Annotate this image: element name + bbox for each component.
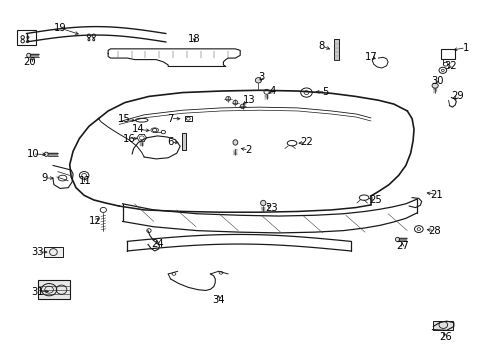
Text: 12: 12 (89, 216, 101, 226)
Text: 27: 27 (396, 241, 409, 251)
Text: 22: 22 (300, 138, 313, 147)
Bar (44, 247, 63, 257)
Text: 24: 24 (151, 239, 164, 249)
Text: 16: 16 (122, 134, 135, 144)
Text: 10: 10 (26, 149, 39, 159)
Bar (38, 280, 70, 299)
Bar (441, 49, 455, 59)
Ellipse shape (233, 140, 238, 145)
Ellipse shape (226, 96, 231, 101)
Text: 33: 33 (31, 247, 44, 257)
Text: 13: 13 (243, 95, 255, 105)
Text: 32: 32 (444, 61, 457, 71)
Text: 6: 6 (168, 138, 174, 147)
Bar (185, 116, 192, 121)
Text: 34: 34 (212, 294, 225, 305)
Text: 3: 3 (259, 72, 265, 82)
Ellipse shape (261, 200, 266, 206)
Text: 31: 31 (31, 287, 44, 297)
Bar (433, 321, 453, 330)
Text: 21: 21 (431, 190, 443, 199)
Text: 28: 28 (428, 226, 441, 235)
Ellipse shape (233, 100, 238, 105)
Ellipse shape (395, 237, 399, 242)
Text: 20: 20 (24, 57, 36, 67)
Text: 18: 18 (188, 34, 201, 44)
Text: 19: 19 (54, 23, 67, 33)
Text: 14: 14 (132, 125, 145, 134)
Text: 5: 5 (322, 87, 329, 97)
Text: 4: 4 (270, 86, 276, 96)
Ellipse shape (432, 83, 438, 88)
Bar (334, 39, 339, 60)
Text: 2: 2 (245, 145, 252, 155)
Text: 11: 11 (79, 176, 92, 186)
Bar (182, 133, 186, 150)
Text: 26: 26 (440, 332, 452, 342)
Text: 9: 9 (41, 173, 48, 183)
Ellipse shape (44, 152, 48, 157)
Ellipse shape (26, 53, 31, 58)
Text: 17: 17 (365, 51, 377, 62)
Ellipse shape (240, 104, 245, 109)
Text: 8: 8 (318, 41, 325, 51)
Ellipse shape (255, 78, 262, 83)
Text: 30: 30 (431, 76, 443, 86)
Text: 15: 15 (118, 114, 130, 125)
Text: 25: 25 (369, 195, 382, 205)
Text: 7: 7 (168, 114, 174, 123)
Text: 23: 23 (265, 203, 278, 213)
Bar (17, 30, 36, 45)
Text: 29: 29 (451, 91, 464, 102)
Text: 1: 1 (463, 43, 469, 53)
